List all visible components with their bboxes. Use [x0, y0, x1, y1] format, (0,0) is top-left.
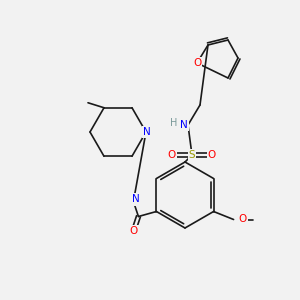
Text: N: N [131, 194, 139, 205]
Text: O: O [208, 150, 216, 160]
Text: H: H [170, 118, 178, 128]
Text: N: N [143, 127, 151, 137]
Text: S: S [189, 150, 195, 160]
Text: O: O [168, 150, 176, 160]
Text: N: N [180, 120, 188, 130]
Text: O: O [238, 214, 247, 224]
Text: O: O [129, 226, 137, 236]
Text: O: O [193, 58, 201, 68]
